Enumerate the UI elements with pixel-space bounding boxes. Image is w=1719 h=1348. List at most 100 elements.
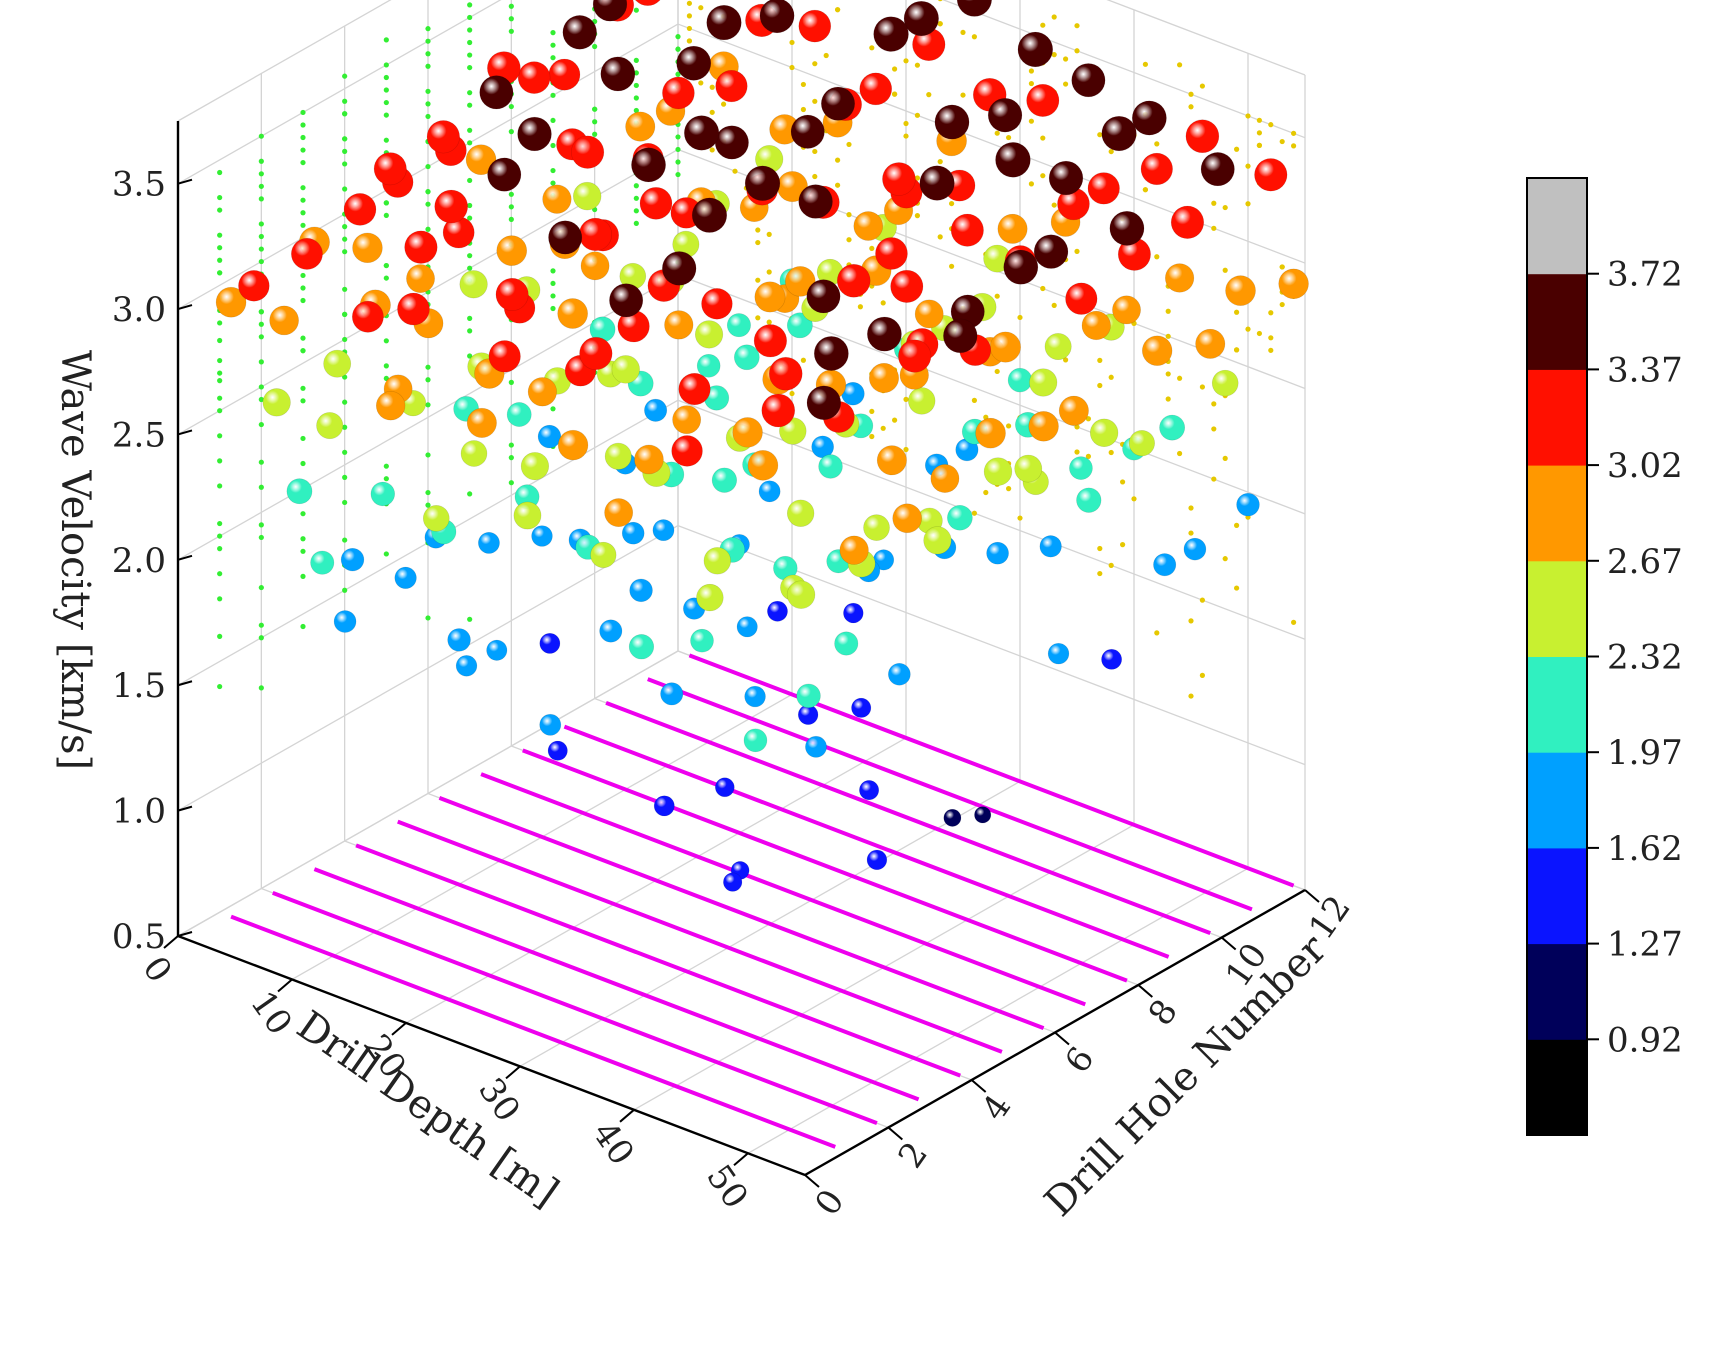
projection-point-right bbox=[1211, 200, 1217, 206]
data-sphere bbox=[447, 628, 471, 652]
data-sphere bbox=[404, 230, 438, 264]
data-sphere bbox=[373, 152, 407, 186]
data-sphere bbox=[875, 237, 908, 270]
data-sphere bbox=[859, 780, 880, 801]
data-sphere bbox=[539, 632, 561, 654]
projection-point-left bbox=[425, 489, 431, 496]
projection-point-left bbox=[467, 14, 473, 21]
projection-point-right bbox=[971, 510, 978, 516]
projection-point-left bbox=[550, 293, 556, 299]
projection-point-left bbox=[217, 633, 223, 640]
projection-point-left bbox=[467, 328, 473, 334]
data-sphere bbox=[989, 331, 1021, 363]
data-sphere bbox=[882, 162, 916, 196]
data-sphere bbox=[672, 405, 702, 435]
projection-point-right bbox=[1256, 130, 1262, 136]
projection-point-left bbox=[675, 171, 681, 178]
projection-point-left bbox=[467, 215, 473, 221]
data-sphere bbox=[340, 547, 365, 572]
projection-point-left bbox=[467, 491, 473, 497]
z-tick-label: 2.0 bbox=[112, 541, 166, 581]
projection-point-left bbox=[217, 596, 223, 602]
data-sphere bbox=[375, 390, 406, 421]
data-sphere bbox=[557, 429, 589, 461]
data-sphere bbox=[621, 521, 645, 545]
x-tick-mark bbox=[391, 1022, 407, 1036]
y-tick-label: 6 bbox=[1057, 1040, 1102, 1081]
projection-point-left bbox=[633, 183, 639, 189]
projection-point-right bbox=[1268, 310, 1274, 316]
colorbar-tick-label: 3.37 bbox=[1607, 350, 1683, 390]
projection-point-right bbox=[1028, 80, 1034, 87]
projection-point-right bbox=[937, 234, 943, 240]
data-sphere bbox=[600, 56, 636, 92]
projection-point-right bbox=[1245, 163, 1251, 169]
z-tick-mark bbox=[177, 680, 193, 687]
data-sphere bbox=[635, 0, 661, 6]
projection-point-right bbox=[994, 130, 1000, 136]
projection-point-right bbox=[869, 433, 875, 440]
data-sphere bbox=[943, 318, 978, 354]
projection-point-right bbox=[1234, 146, 1240, 152]
data-sphere bbox=[578, 217, 613, 252]
projection-point-right bbox=[903, 58, 909, 64]
projection-point-left bbox=[425, 26, 431, 32]
data-sphere bbox=[744, 165, 781, 201]
projection-point-left bbox=[383, 463, 389, 469]
colorbar-tick-label: 2.32 bbox=[1607, 638, 1683, 678]
data-sphere bbox=[876, 445, 907, 476]
projection-point-left bbox=[258, 484, 264, 490]
z-tick-label: 3.5 bbox=[112, 165, 166, 205]
data-sphere bbox=[488, 340, 521, 373]
projection-point-left bbox=[383, 476, 389, 482]
projection-point-right bbox=[1097, 545, 1103, 552]
data-sphere bbox=[786, 580, 816, 609]
data-sphere bbox=[537, 424, 562, 449]
data-sphere bbox=[786, 312, 813, 339]
data-sphere bbox=[629, 578, 653, 603]
projection-point-right bbox=[1142, 61, 1148, 67]
projection-point-left bbox=[508, 103, 514, 110]
projection-point-left bbox=[508, 379, 514, 385]
data-sphere bbox=[653, 795, 675, 817]
projection-point-right bbox=[1063, 357, 1069, 363]
colorbar-band bbox=[1527, 178, 1587, 275]
projection-point-left bbox=[425, 88, 431, 94]
projection-point-left bbox=[383, 262, 389, 269]
data-sphere bbox=[506, 402, 532, 427]
data-sphere bbox=[1101, 648, 1123, 670]
z-axis-title: Wave Velocity [km/s] bbox=[52, 350, 98, 770]
axes-walls bbox=[177, 0, 1306, 1176]
projection-point-right bbox=[1028, 181, 1034, 187]
projection-point-right bbox=[835, 157, 841, 163]
projection-point-left bbox=[508, 191, 514, 197]
z-tick-mark bbox=[177, 805, 193, 812]
projection-point-left bbox=[550, 142, 556, 149]
projection-point-left bbox=[383, 99, 389, 106]
projection-point-right bbox=[1017, 515, 1023, 521]
data-sphere bbox=[836, 263, 871, 298]
projection-point-left bbox=[383, 275, 389, 281]
data-sphere bbox=[818, 454, 843, 479]
data-sphere bbox=[1185, 119, 1220, 153]
projection-point-right bbox=[857, 304, 864, 310]
projection-point-left bbox=[258, 258, 264, 265]
data-sphere bbox=[547, 740, 568, 761]
projection-point-left bbox=[425, 38, 431, 44]
projection-point-left bbox=[508, 455, 514, 461]
projection-point-right bbox=[1120, 479, 1126, 485]
projection-point-right bbox=[846, 237, 852, 243]
projection-point-right bbox=[1120, 542, 1126, 548]
colorbar-tick-label: 3.72 bbox=[1607, 255, 1683, 295]
projection-point-right bbox=[1177, 62, 1183, 68]
colorbar-band bbox=[1527, 943, 1587, 1040]
projection-point-left bbox=[342, 587, 348, 593]
projection-point-left bbox=[425, 201, 431, 207]
data-sphere bbox=[1003, 249, 1039, 285]
floor-projection-line bbox=[480, 772, 1086, 1007]
projection-point-right bbox=[1097, 132, 1103, 138]
data-sphere bbox=[517, 116, 552, 152]
data-sphere bbox=[694, 320, 724, 349]
data-sphere bbox=[919, 165, 955, 201]
projection-point-right bbox=[1017, 314, 1023, 321]
